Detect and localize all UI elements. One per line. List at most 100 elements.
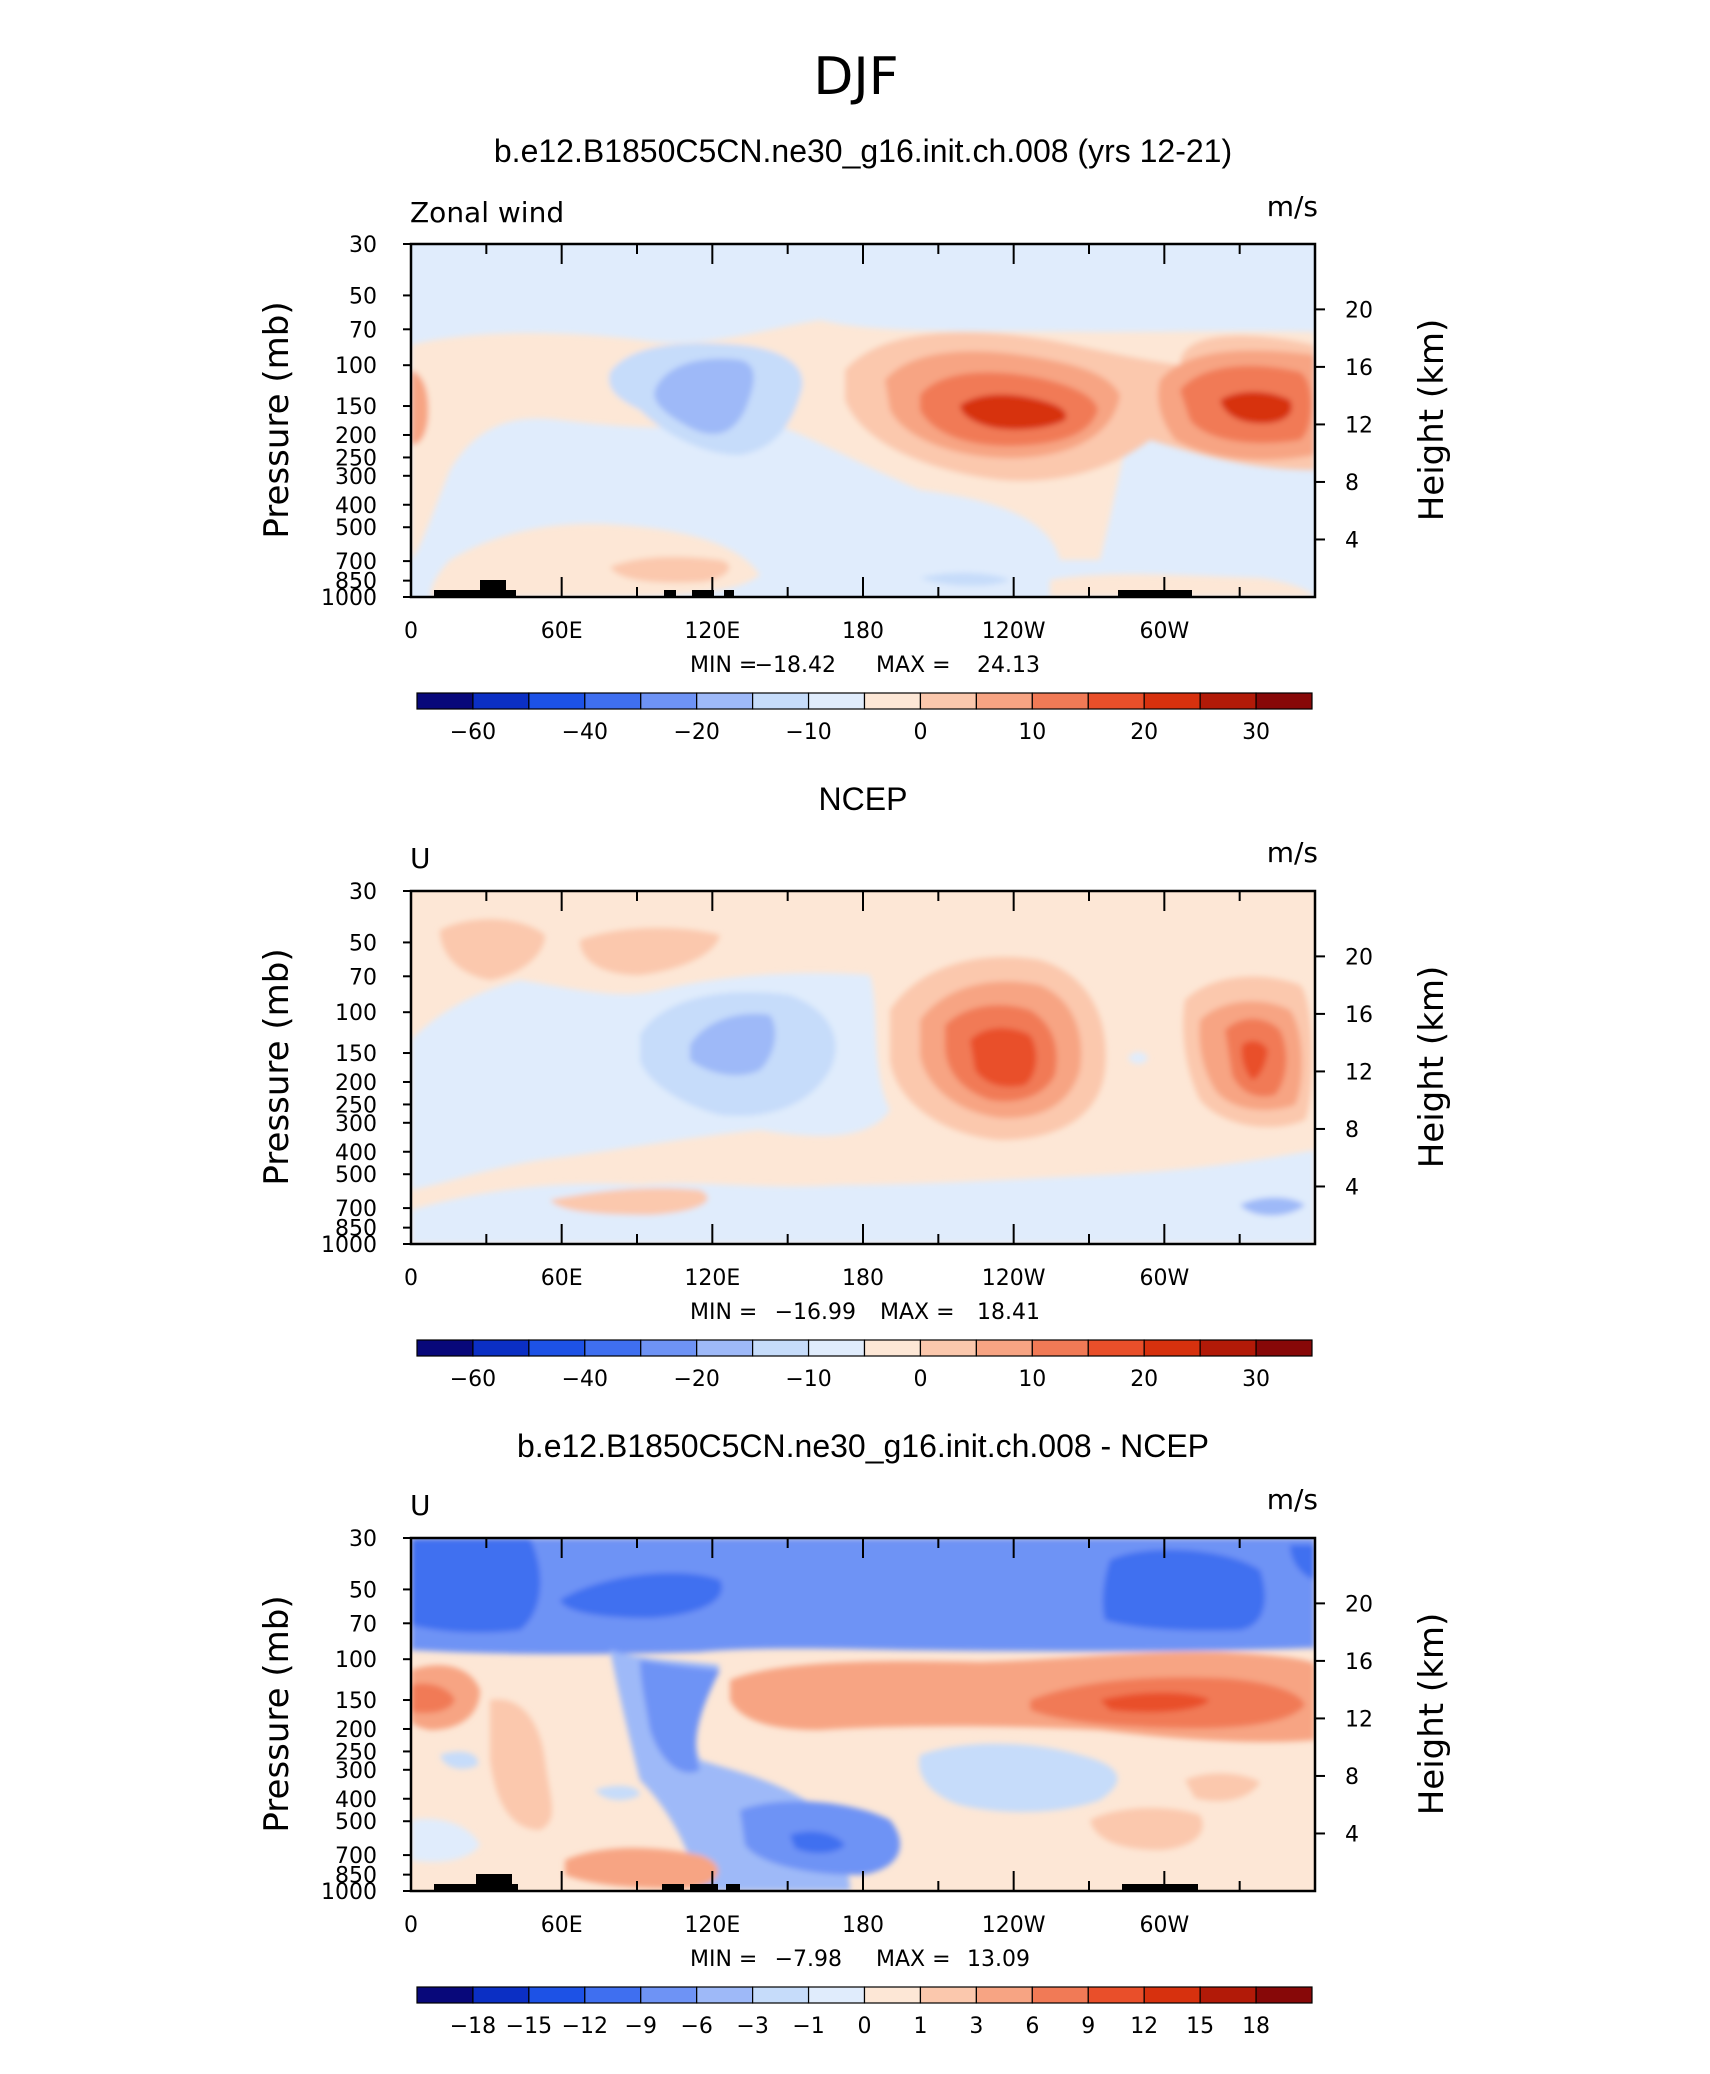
panel-2-title: NCEP [819,781,908,817]
y-tick-label: 850 [335,1217,377,1242]
negative-lower-core [790,1831,845,1853]
jet-b-core [1241,1040,1268,1080]
y-tick-label: 300 [335,1112,377,1137]
negative-upper-core [560,1572,722,1618]
panel-3-min-label: MIN = [690,1947,757,1972]
negative-surface [411,1818,480,1862]
colorbar-label: 20 [1130,1367,1158,1392]
negative-core [654,358,754,434]
colorbar-swatch [584,692,642,710]
panel-1-ylabel-right: Height (km) [1412,319,1452,522]
colorbar-swatch [863,1986,922,2004]
x-tick-label: 60W [1139,1266,1189,1291]
panel-1-contour-field [411,244,1315,597]
panel-1-units: m/s [1267,190,1318,223]
height-tick-label: 20 [1345,298,1373,323]
colorbar-swatch [584,1339,642,1357]
colorbar-label: 0 [858,2014,872,2039]
colorbar-label: 6 [1025,2014,1039,2039]
colorbar-swatch [1031,1986,1089,2004]
colorbar-label: −60 [450,720,496,745]
y-tick-label: 100 [335,354,377,379]
colorbar-label: −60 [450,1367,496,1392]
terrain-block [434,590,480,597]
panel-3-title: b.e12.B1850C5CN.ne30_g16.init.ch.008 - N… [517,1428,1209,1464]
negative-small [920,572,1010,586]
terrain-mask [434,1874,1198,1891]
colorbar-swatch [975,1339,1033,1357]
colorbar-label: −20 [673,1367,719,1392]
terrain-block [692,590,714,597]
height-tick-label: 4 [1345,1175,1359,1200]
colorbar-swatch [1087,1339,1145,1357]
x-tick-label: 0 [404,1266,418,1291]
colorbar-swatch [1143,1986,1201,2004]
colorbar-swatch [472,692,530,710]
panel-3-max-label: MAX = [876,1947,951,1972]
colorbar-swatch [919,1986,977,2004]
y-tick-label: 100 [335,1648,377,1673]
x-tick-label: 120E [684,1913,740,1938]
y-tick-label: 70 [349,965,377,990]
height-tick-label: 12 [1345,1707,1373,1732]
panel-1-ylabel: Pressure (mb) [257,301,297,538]
terrain-block [512,1884,518,1891]
colorbar-label: 18 [1242,2014,1270,2039]
colorbar-label: 20 [1130,720,1158,745]
colorbar-swatch [696,1986,754,2004]
y-tick-label: 30 [349,1527,377,1552]
colorbar-swatch [1031,692,1089,710]
colorbar-swatch [528,1339,586,1357]
negative-small [1240,1197,1305,1216]
colorbar-swatch [807,692,866,710]
y-tick-label: 500 [335,516,377,541]
terrain-block [726,1884,740,1891]
colorbar-swatch [975,1986,1033,2004]
x-tick-label: 60E [541,1266,583,1291]
y-tick-label: 700 [335,1197,377,1222]
colorbar-label: −6 [680,2014,712,2039]
colorbar-label: −15 [506,2014,552,2039]
height-tick-label: 8 [1345,471,1359,496]
terrain-block [664,590,676,597]
y-tick-label: 500 [335,1810,377,1835]
positive-blob [440,919,545,980]
colorbar-swatch [752,1339,810,1357]
height-tick-label: 20 [1345,1592,1373,1617]
colorbar-label: −40 [562,1367,608,1392]
y-tick-label: 50 [349,931,377,956]
panel-1: b.e12.B1850C5CN.ne30_g16.init.ch.008 (yr… [257,133,1452,745]
colorbar-swatch [416,692,474,710]
jet-a-core [960,394,1067,430]
y-tick-label: 200 [335,1718,377,1743]
colorbar-swatch [584,1986,642,2004]
positive-lower [550,1188,708,1215]
colorbar-label: 10 [1018,720,1046,745]
terrain-block [690,1884,718,1891]
colorbar-swatch [807,1986,866,2004]
terrain-block [1122,1884,1198,1891]
y-tick-label: 250 [335,1093,377,1118]
y-tick-label: 100 [335,1001,377,1026]
x-tick-label: 60W [1139,619,1189,644]
positive-upper-core2 [1100,1692,1210,1713]
panel-3-contour-field [411,1538,1315,1891]
panel-3-max-value: 13.09 [967,1947,1030,1972]
panel-2-colorbar: −60 −40 −20 −10 0 10 20 30 [416,1339,1313,1392]
colorbar-label: 15 [1186,2014,1214,2039]
colorbar-swatch [1087,692,1145,710]
colorbar-swatch [416,1986,474,2004]
y-tick-label: 400 [335,1141,377,1166]
colorbar-label: −9 [625,2014,657,2039]
colorbar-swatch [975,692,1033,710]
colorbar-label: −18 [450,2014,496,2039]
colorbar-swatch [1087,1986,1145,2004]
negative-surface-band [411,1150,1315,1244]
colorbar-swatch [528,692,586,710]
colorbar-label: 1 [913,2014,927,2039]
colorbar-label: 0 [913,1367,927,1392]
panel-1-colorbar: −60 −40 −20 −10 0 10 20 30 [416,692,1313,745]
colorbar-swatch [863,692,922,710]
